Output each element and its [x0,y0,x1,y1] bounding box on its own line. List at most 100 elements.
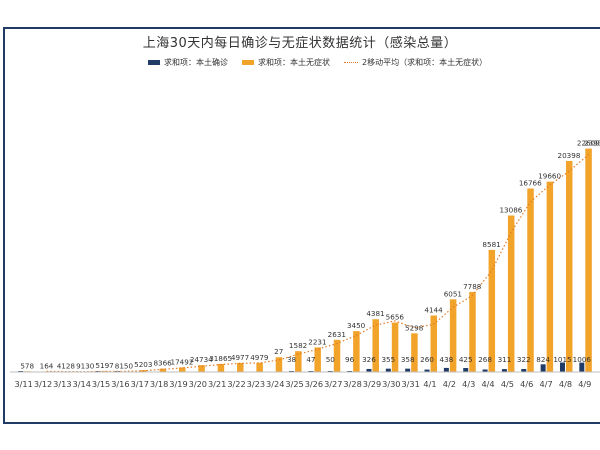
data-label-confirmed: 50 [326,355,336,364]
data-label-asymptomatic: 4979 [250,353,269,362]
data-label-asymptomatic: 4381 [366,309,384,318]
data-label-asymptomatic: 5197 [95,361,113,370]
bar-confirmed [443,367,449,372]
data-label-asymptomatic: 27 [274,347,283,356]
data-label-asymptomatic: 4144 [424,306,443,315]
data-label-confirmed: 358 [401,355,415,364]
bar-asymptomatic [314,347,321,372]
bar-asymptomatic [527,188,534,372]
x-tick-label: 3/18 [150,379,168,389]
bar-confirmed [463,368,469,372]
x-tick-label: 3/19 [169,379,187,389]
x-tick-label: 4/7 [540,379,553,389]
data-label-confirmed: 824 [536,355,550,364]
data-label-asymptomatic: 8366 [153,359,172,368]
legend-swatch-asymptomatic [242,60,254,65]
bar-asymptomatic [507,215,515,372]
x-tick-label: 3/25 [285,379,303,389]
bar-asymptomatic [469,291,476,372]
data-label-confirmed: 268 [478,355,492,364]
bar-confirmed [385,368,391,372]
data-label-confirmed: 326 [362,355,376,364]
x-tick-label: 4/2 [443,379,456,389]
x-tick-label: 4/6 [520,379,533,389]
x-tick-label: 3/16 [111,379,129,389]
data-label-asymptomatic: 13086 [499,206,522,215]
legend-item-confirmed: 求和项：本土确诊 [148,57,228,68]
bar-asymptomatic [256,362,263,372]
legend-label-asymptomatic: 求和项：本土无症状 [258,58,330,67]
x-tick-label: 4/4 [481,379,494,389]
data-label-confirmed: 47 [306,355,315,364]
bar-asymptomatic [333,339,341,372]
data-label-asymptomatic: 17492 [171,357,194,366]
data-label-asymptomatic: 22609 [577,139,600,148]
x-tick-label: 3/22 [227,379,245,389]
legend-item-trend: 2移动平均（求和项：本土无症状） [344,57,487,68]
x-tick-label: 3/20 [189,379,207,389]
data-label-asymptomatic: 19660 [538,172,561,181]
data-label-confirmed: 96 [345,355,355,364]
bar-asymptomatic [237,362,244,372]
data-label-asymptomatic: 8150 [115,362,134,371]
data-label-asymptomatic: 7788 [463,282,482,291]
legend-swatch-trend [344,62,358,63]
data-label-asymptomatic: 2231 [308,337,326,346]
bar-asymptomatic [565,160,573,372]
bar-asymptomatic [159,368,167,372]
bar-confirmed [521,368,527,372]
bar-asymptomatic [275,357,283,372]
bar-confirmed [482,369,488,372]
data-label-confirmed: 322 [517,355,531,364]
data-label-asymptomatic: 20398 [558,151,581,160]
data-label-confirmed: 355 [381,355,395,364]
data-label-confirmed: 425 [459,355,473,364]
x-tick-label: 3/23 [247,379,265,389]
x-tick-label: 3/13 [53,379,71,389]
x-tick-label: 4/3 [462,379,475,389]
bar-confirmed [579,362,585,372]
data-label-confirmed: 438 [440,355,454,364]
bar-asymptomatic [178,367,186,372]
bar-asymptomatic [353,331,360,372]
bar-asymptomatic [430,315,438,372]
data-label-confirmed: 260 [420,355,434,364]
data-label-asymptomatic: 16766 [519,179,542,188]
bar-confirmed [501,369,507,372]
legend-item-asymptomatic: 求和项：本土无症状 [242,57,330,68]
x-tick-label: 3/11 [14,379,32,389]
x-tick-label: 3/27 [324,379,342,389]
data-label-asymptomatic: 24734 [190,355,213,364]
data-label-confirmed: 38 [287,355,297,364]
bar-asymptomatic [488,249,496,372]
data-label-asymptomatic: 5203 [134,360,152,369]
bar-asymptomatic [585,148,592,372]
bar-asymptomatic [546,181,554,372]
x-tick-label: 3/30 [382,379,400,389]
data-label-asymptomatic: 4977 [231,353,249,362]
x-tick-label: 4/9 [578,379,591,389]
bar-confirmed [540,364,546,372]
data-label-asymptomatic: 8581 [482,240,500,249]
data-label-asymptomatic: 164 [40,361,54,370]
bar-asymptomatic [391,322,399,372]
legend-label-confirmed: 求和项：本土确诊 [164,58,228,67]
bar-asymptomatic [217,363,225,372]
data-label-asymptomatic: 1582 [289,341,307,350]
x-tick-label: 3/12 [34,379,52,389]
x-tick-label: 3/17 [131,379,149,389]
data-label-asymptomatic: 578 [20,361,34,370]
legend-swatch-confirmed [148,60,160,65]
chart-title: 上海30天内每日确诊与无症状数据统计（感染总量） [142,36,458,51]
x-tick-label: 3/26 [305,379,323,389]
x-tick-label: 4/8 [559,379,572,389]
bar-confirmed [559,362,565,372]
data-label-confirmed: 311 [498,355,512,364]
data-label-asymptomatic: 5298 [405,323,424,332]
data-label-asymptomatic: 4128 [57,362,76,371]
x-tick-label: 3/24 [266,379,284,389]
bar-confirmed [366,368,372,372]
data-label-asymptomatic: 2631 [328,330,346,339]
data-label-confirmed: 1015 [553,355,571,364]
